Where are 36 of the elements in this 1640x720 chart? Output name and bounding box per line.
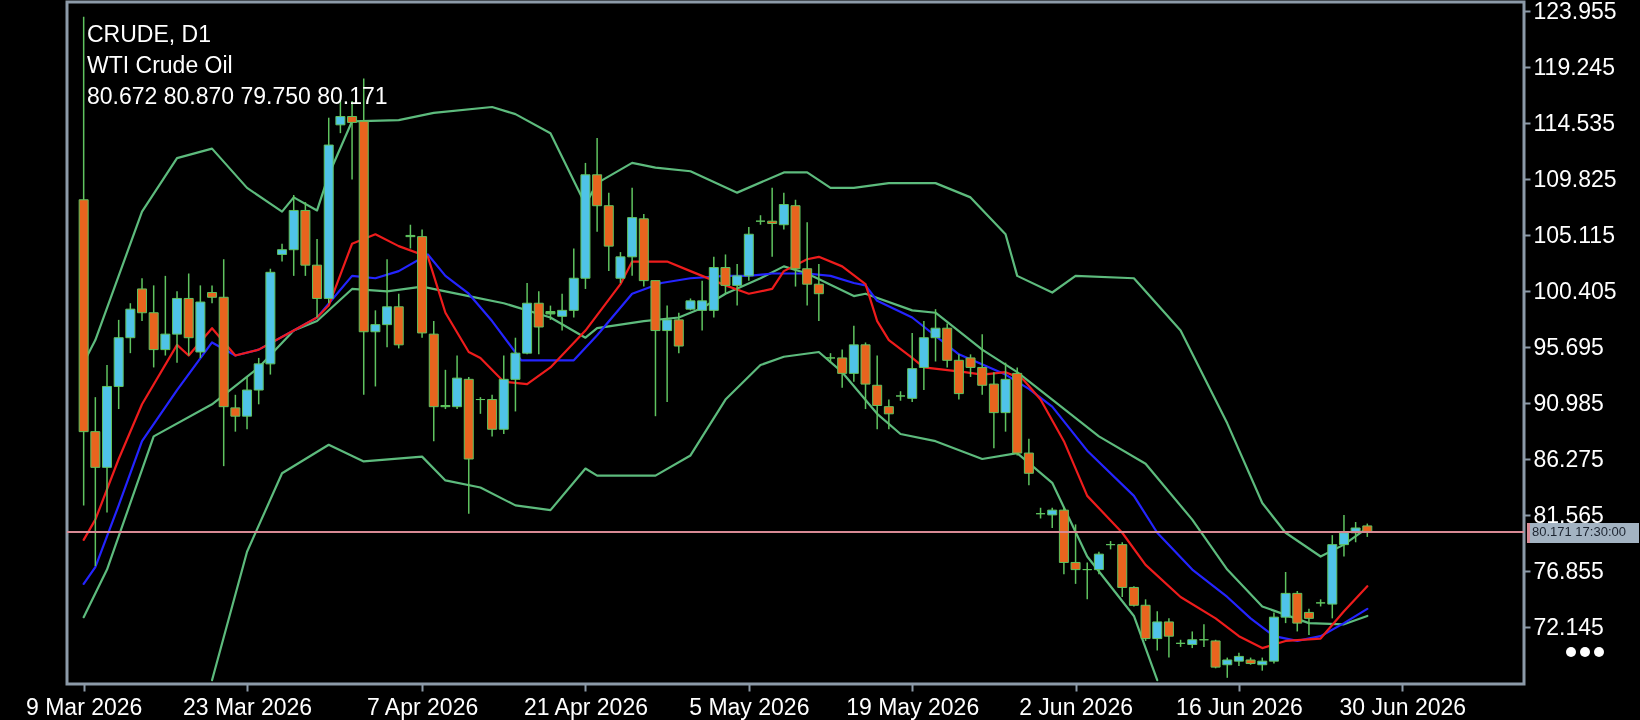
y-tick-label: 123.955: [1533, 0, 1617, 24]
candlestick: [1023, 438, 1034, 486]
x-tick-label: 2 Jun 2026: [1019, 693, 1133, 720]
ref-line-label: 80.171 17:30:00: [1527, 522, 1639, 543]
y-tick-label: 72.145: [1533, 613, 1604, 640]
x-tick-label: 23 Mar 2026: [182, 693, 313, 720]
line-series: [210, 350, 1159, 682]
candlestick: [1047, 507, 1058, 529]
y-tick-label: 90.985: [1533, 389, 1604, 416]
y-tick-label: 100.405: [1533, 277, 1617, 304]
x-tick-label: 5 May 2026: [689, 693, 810, 720]
x-tick-label: 21 Apr 2026: [523, 693, 648, 720]
y-tick-label: 114.535: [1533, 109, 1615, 136]
x-tick-label: 16 Jun 2026: [1176, 693, 1303, 720]
x-tick-label: 9 Mar 2026: [25, 693, 143, 720]
y-tick-label: 76.855: [1533, 557, 1604, 584]
x-tick-label: 19 May 2026: [846, 693, 980, 720]
y-tick-label: 119.245: [1533, 53, 1615, 80]
candlestick: [767, 187, 778, 258]
candlestick: [872, 354, 883, 431]
x-tick-label: 30 Jun 2026: [1339, 693, 1467, 720]
y-tick-label: 95.695: [1533, 333, 1604, 360]
y-tick-label: 109.825: [1533, 165, 1617, 192]
x-tick-label: 7 Apr 2026: [366, 693, 479, 720]
candlestick: [1338, 514, 1349, 558]
candlestick: [1303, 608, 1314, 636]
candlestick: [883, 398, 894, 431]
text: WTI Crude Oil: [87, 52, 233, 78]
y-tick-label: 86.275: [1533, 445, 1604, 472]
candlestick: [137, 277, 148, 322]
candlestick: [837, 348, 848, 389]
text: CRUDE, D1: [87, 21, 211, 47]
candlestick: [1163, 617, 1174, 659]
candlestick: [1093, 551, 1104, 576]
y-tick-label: 105.115: [1533, 221, 1615, 248]
candlestick: [813, 263, 824, 322]
